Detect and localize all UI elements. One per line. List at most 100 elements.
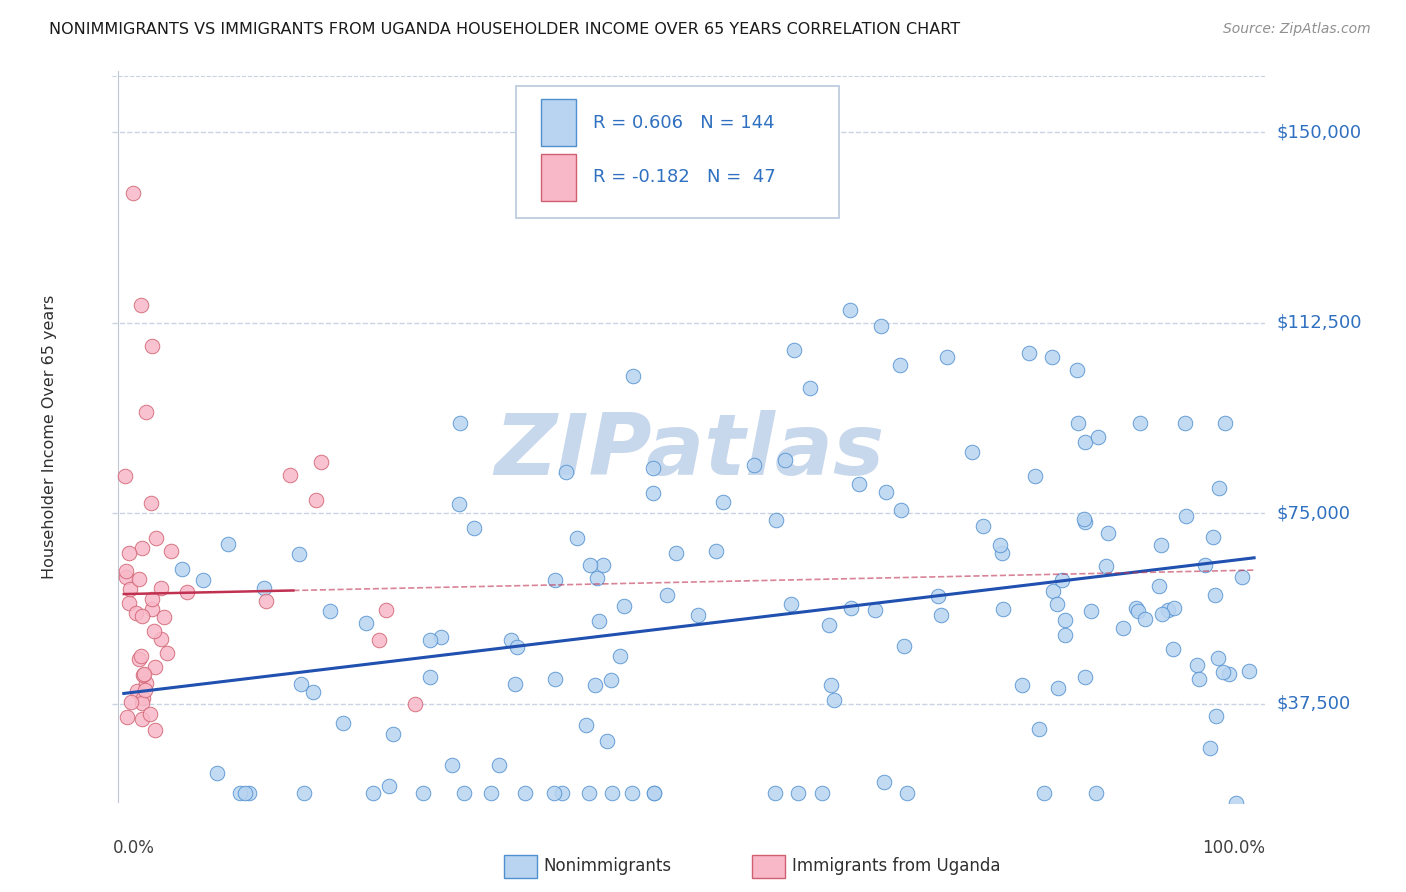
Point: [824, 692, 846, 706]
Point: [1050, 573, 1073, 587]
Point: [1046, 597, 1069, 611]
Point: [120, 582, 142, 597]
Point: [1011, 678, 1033, 692]
Point: [583, 678, 606, 692]
Point: [1213, 416, 1236, 430]
Point: [763, 786, 786, 800]
Point: [544, 574, 567, 588]
Point: [156, 647, 179, 661]
FancyBboxPatch shape: [752, 855, 785, 878]
Point: [1204, 588, 1226, 602]
Point: [143, 659, 166, 673]
Point: [354, 615, 377, 630]
Point: [170, 561, 193, 575]
Point: [1040, 351, 1063, 365]
Point: [229, 786, 252, 800]
Text: 100.0%: 100.0%: [1202, 839, 1265, 857]
Point: [555, 465, 578, 479]
Point: [1053, 628, 1076, 642]
Point: [839, 303, 862, 318]
Point: [1028, 722, 1050, 736]
Point: [565, 531, 588, 545]
Point: [596, 733, 619, 747]
Point: [960, 445, 983, 459]
Point: [191, 574, 214, 588]
Point: [160, 544, 183, 558]
Point: [927, 589, 949, 603]
Point: [131, 696, 153, 710]
Point: [865, 603, 887, 617]
Point: [1024, 468, 1046, 483]
Point: [114, 469, 136, 483]
Point: [643, 486, 665, 500]
Point: [818, 617, 841, 632]
Point: [574, 718, 596, 732]
Text: $150,000: $150,000: [1277, 123, 1361, 141]
Point: [238, 786, 260, 800]
Point: [1129, 416, 1152, 430]
Point: [449, 417, 471, 431]
Point: [1033, 786, 1056, 800]
Point: [1202, 530, 1225, 544]
Point: [870, 318, 893, 333]
FancyBboxPatch shape: [516, 86, 839, 218]
Point: [412, 786, 434, 800]
Point: [290, 677, 312, 691]
FancyBboxPatch shape: [541, 99, 576, 146]
Text: Source: ZipAtlas.com: Source: ZipAtlas.com: [1223, 22, 1371, 37]
Point: [543, 786, 565, 800]
Point: [176, 584, 198, 599]
Point: [506, 640, 529, 654]
Point: [141, 591, 163, 606]
Point: [779, 597, 801, 611]
Point: [375, 603, 398, 617]
Text: $37,500: $37,500: [1277, 695, 1351, 713]
Point: [1208, 481, 1230, 495]
Point: [253, 581, 276, 595]
Point: [1198, 740, 1220, 755]
Point: [1085, 786, 1108, 800]
Point: [440, 758, 463, 772]
Point: [430, 630, 453, 644]
Point: [479, 786, 502, 800]
Point: [820, 678, 842, 692]
Point: [1066, 362, 1088, 376]
Point: [893, 640, 915, 654]
Point: [1097, 526, 1119, 541]
Point: [588, 614, 610, 628]
Point: [205, 766, 228, 780]
Point: [1212, 665, 1234, 680]
Point: [305, 492, 328, 507]
Point: [1074, 670, 1097, 684]
Point: [131, 649, 153, 664]
Point: [799, 381, 821, 395]
Point: [125, 606, 148, 620]
Point: [578, 786, 600, 800]
Point: [1194, 558, 1216, 573]
Point: [1042, 583, 1064, 598]
Point: [150, 632, 173, 646]
Point: [578, 558, 600, 573]
Point: [503, 677, 526, 691]
Point: [896, 786, 918, 800]
Point: [139, 707, 162, 722]
Point: [551, 786, 574, 800]
Point: [141, 602, 163, 616]
Point: [1046, 681, 1069, 695]
Point: [278, 468, 301, 483]
Point: [419, 632, 441, 647]
Point: [783, 343, 806, 357]
Point: [115, 570, 138, 584]
Point: [1185, 658, 1208, 673]
Text: $112,500: $112,500: [1277, 314, 1362, 332]
Point: [132, 666, 155, 681]
Point: [1074, 515, 1097, 529]
Point: [367, 633, 389, 648]
Text: Immigrants from Uganda: Immigrants from Uganda: [792, 857, 1000, 875]
Point: [128, 652, 150, 666]
Point: [118, 546, 141, 560]
Point: [1205, 708, 1227, 723]
Point: [1125, 601, 1147, 615]
Point: [1095, 559, 1118, 574]
Point: [1073, 512, 1095, 526]
